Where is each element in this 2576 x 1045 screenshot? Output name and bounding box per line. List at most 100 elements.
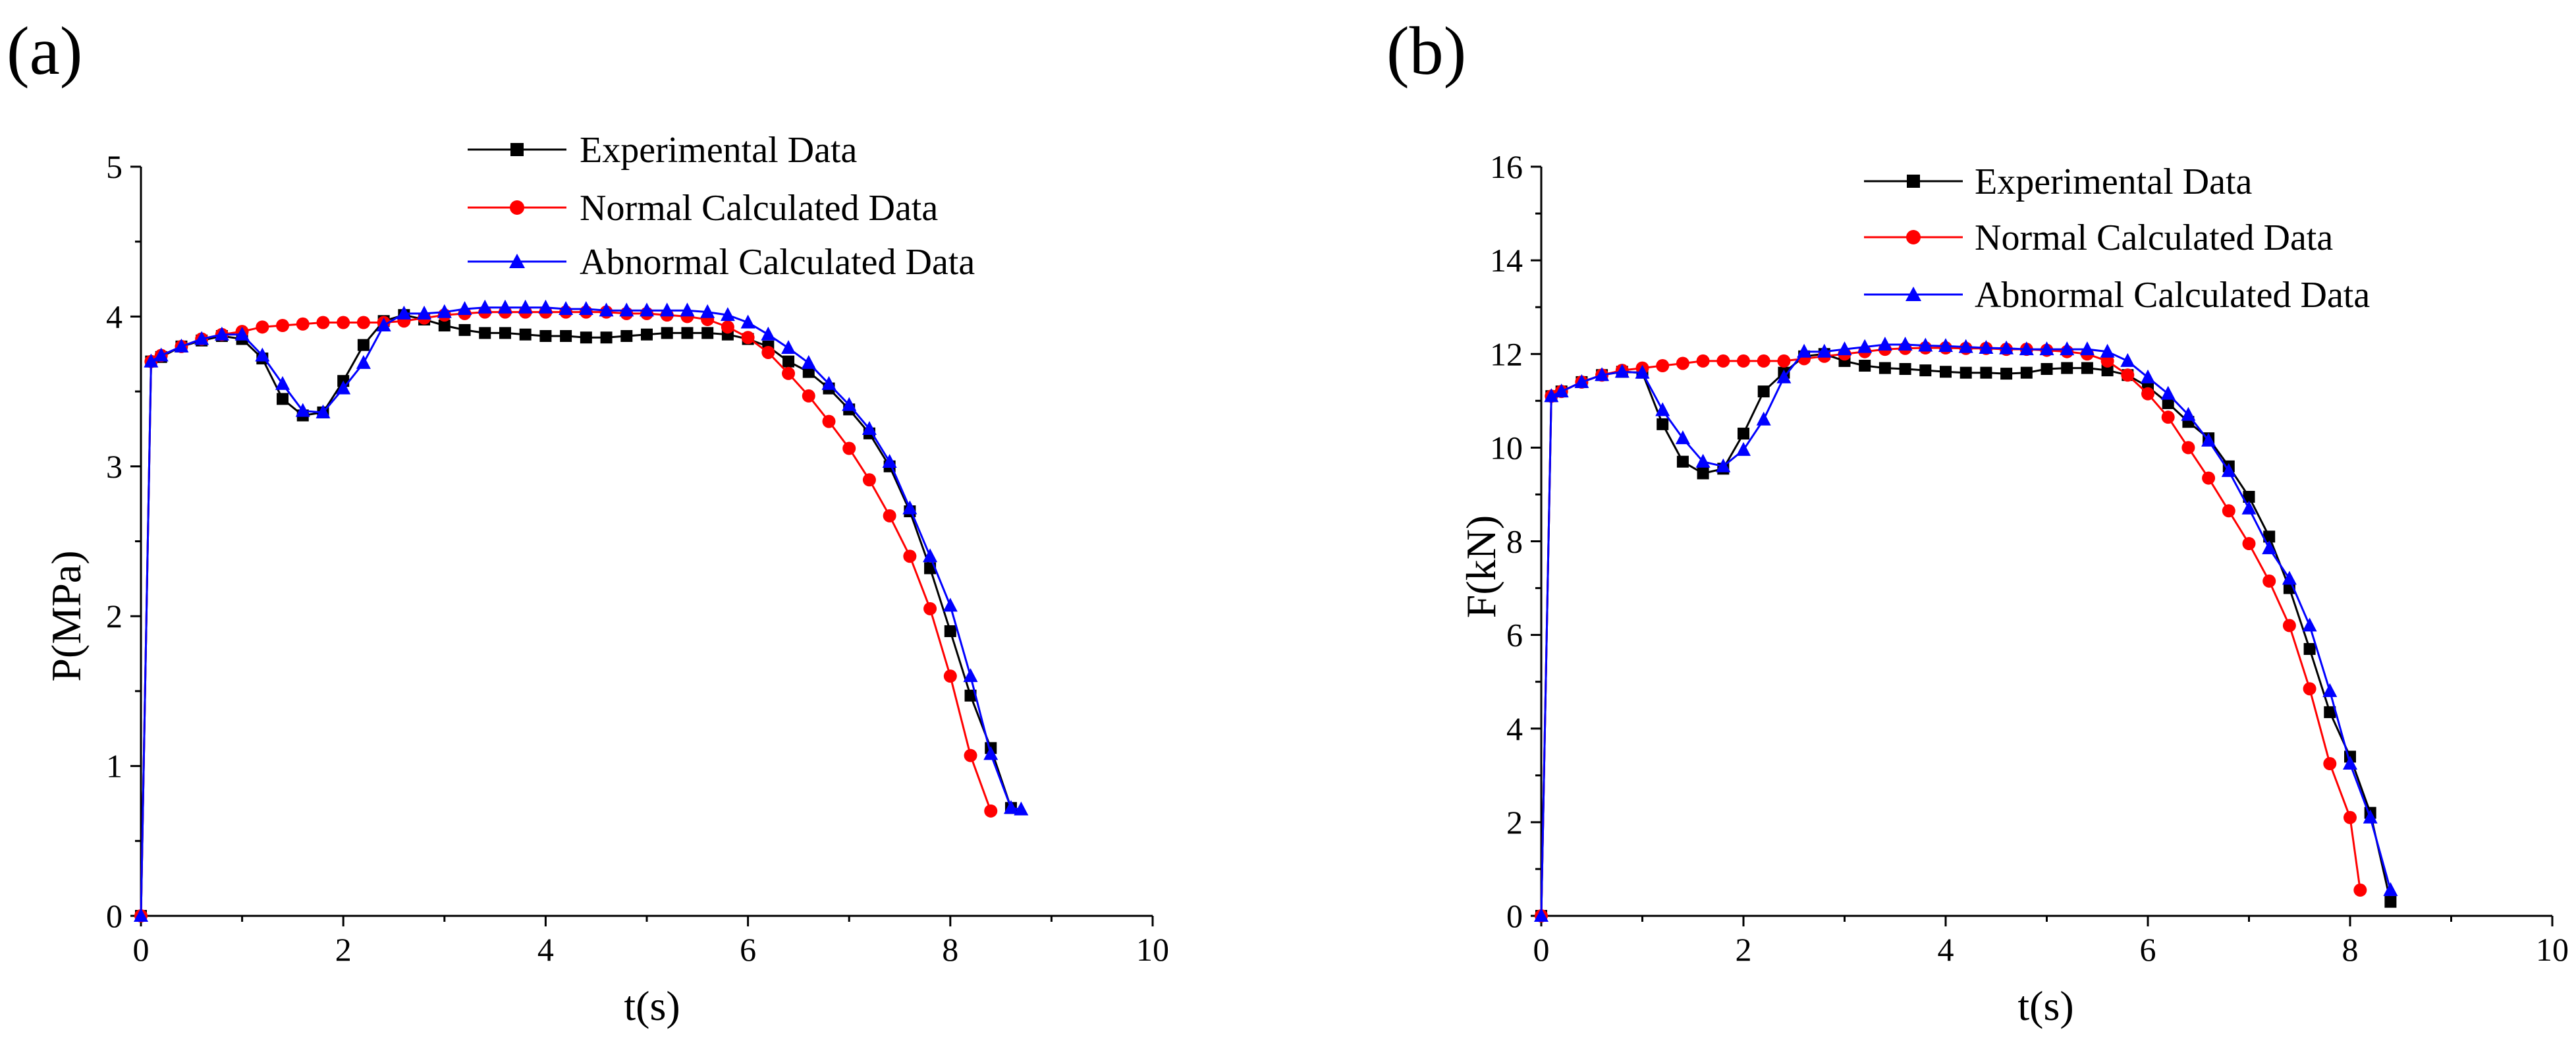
data-point <box>144 353 159 368</box>
data-point <box>315 404 331 418</box>
x-tick-label: 0 <box>133 931 150 968</box>
data-point <box>802 366 815 378</box>
data-point <box>497 299 512 314</box>
data-point <box>761 345 775 359</box>
data-point <box>276 319 290 333</box>
legend-label: Abnormal Calculated Data <box>1975 275 2370 316</box>
data-point <box>1878 362 1891 374</box>
data-point <box>1696 354 1710 368</box>
data-point <box>700 304 715 318</box>
panel-b-legend-entry-normal: Normal Calculated Data <box>1864 217 2333 258</box>
data-point <box>1635 364 1650 379</box>
y-tick-label: 4 <box>106 298 123 335</box>
data-point <box>1676 356 1689 370</box>
data-point <box>2363 809 2378 824</box>
data-point <box>2079 341 2095 356</box>
panel-a: (a) 0 2 4 6 8 10 0 1 2 3 4 5 t(s) P(MPa) Experiment… <box>7 13 1169 1029</box>
data-point <box>336 380 351 395</box>
data-point <box>822 414 836 428</box>
data-point <box>741 331 755 345</box>
data-point <box>174 338 189 353</box>
data-point <box>1817 343 1832 358</box>
data-point <box>1003 800 1018 814</box>
data-point <box>1738 428 1749 440</box>
data-point <box>2343 756 2357 770</box>
data-point <box>1919 364 1932 377</box>
data-point <box>2162 397 2174 409</box>
data-point <box>681 327 694 339</box>
data-point <box>295 403 310 417</box>
data-point <box>580 331 592 344</box>
square-marker-icon <box>510 143 524 156</box>
panel-b-label: (b) <box>1386 13 1466 89</box>
data-point <box>781 340 796 354</box>
data-point <box>782 366 796 380</box>
data-point <box>437 304 452 318</box>
data-point <box>1657 418 1669 430</box>
data-point <box>943 669 957 683</box>
data-point <box>1918 337 1933 352</box>
x-tick-label: 8 <box>942 931 958 968</box>
y-tick-label: 8 <box>1506 523 1523 560</box>
series-abnormal-calculated-data <box>1534 337 2398 922</box>
data-point <box>761 326 776 341</box>
data-point <box>438 320 451 332</box>
data-point <box>255 347 270 362</box>
legend-label: Normal Calculated Data <box>580 188 938 229</box>
data-point <box>2303 642 2316 655</box>
data-point <box>2384 895 2397 908</box>
y-tick-label: 3 <box>106 448 123 485</box>
data-point <box>842 441 856 455</box>
data-point <box>600 331 613 344</box>
data-point <box>357 339 370 351</box>
data-point <box>2141 387 2154 401</box>
y-tick-label: 12 <box>1490 335 1523 372</box>
data-point <box>1534 908 1548 922</box>
y-tick-label: 10 <box>1490 429 1523 466</box>
x-tick-label: 2 <box>1736 931 1752 968</box>
data-point <box>2060 341 2075 356</box>
data-point <box>1655 402 1670 416</box>
data-point <box>2282 619 2296 633</box>
data-point <box>2041 362 2053 375</box>
x-tick-label: 10 <box>1136 931 1169 968</box>
data-point <box>1716 458 1731 472</box>
x-tick-label: 10 <box>2536 931 2569 968</box>
panel-a-y-axis-title: P(MPa) <box>43 550 90 681</box>
y-tick-label: 2 <box>1506 804 1523 841</box>
panel-b-y-axis-title: F(kN) <box>1458 515 1504 618</box>
data-point <box>2222 504 2235 518</box>
data-point <box>2181 407 2196 421</box>
data-point <box>1979 340 1994 354</box>
y-tick-label: 5 <box>106 148 123 185</box>
data-point <box>2020 366 2033 379</box>
panel-a-legend-entry-experimental: Experimental Data <box>468 130 858 171</box>
data-point <box>964 689 977 702</box>
data-point <box>1756 411 1771 426</box>
data-point <box>1940 366 1952 378</box>
data-point <box>842 397 857 411</box>
data-point <box>2120 353 2135 367</box>
data-point <box>560 329 572 342</box>
data-point <box>417 305 432 320</box>
data-point <box>1958 339 1973 353</box>
data-point <box>296 317 310 331</box>
data-point <box>2241 500 2257 515</box>
data-point <box>2141 369 2155 383</box>
data-point <box>2282 571 2297 585</box>
data-point <box>2061 362 2073 374</box>
data-point <box>1736 441 1751 456</box>
data-point <box>275 376 290 390</box>
data-point <box>620 329 633 342</box>
data-point <box>1716 354 1730 368</box>
data-point <box>194 331 209 345</box>
x-tick-label: 8 <box>2342 931 2359 968</box>
data-point <box>903 550 917 563</box>
data-point <box>478 299 493 314</box>
data-point <box>619 302 634 317</box>
panel-a-axes: 0 2 4 6 8 10 0 1 2 3 4 5 <box>106 148 1169 968</box>
data-point <box>902 500 918 515</box>
panel-b-series <box>1534 337 2398 922</box>
data-point <box>2221 463 2236 477</box>
data-point <box>1777 354 1791 368</box>
